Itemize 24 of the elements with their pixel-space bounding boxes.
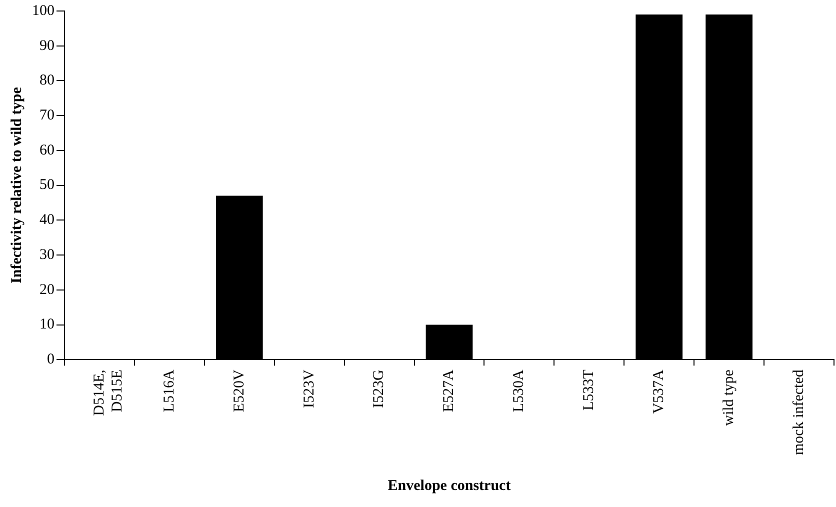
x-tick-label: I523V bbox=[301, 369, 318, 408]
x-tick-label: mock infected bbox=[790, 369, 807, 456]
y-tick-label: 80 bbox=[40, 72, 54, 89]
x-tick-label: wild type bbox=[721, 369, 738, 426]
x-tick-label: L516A bbox=[161, 369, 178, 412]
x-tick-label: V537A bbox=[651, 369, 668, 414]
y-tick-label: 70 bbox=[40, 108, 54, 124]
y-tick-label: 20 bbox=[40, 282, 54, 298]
y-tick-label: 50 bbox=[40, 177, 54, 194]
x-axis-title: Envelope construct bbox=[388, 478, 511, 494]
x-tick-label: E520V bbox=[231, 369, 248, 412]
y-tick-label: 90 bbox=[40, 38, 54, 54]
y-tick-label: 10 bbox=[40, 316, 54, 333]
x-tick-label: L530A bbox=[511, 369, 528, 412]
y-axis-title: Infectivity relative to wild type bbox=[8, 86, 25, 284]
y-tick-label: 30 bbox=[40, 246, 54, 263]
y-tick-label: 100 bbox=[32, 2, 54, 19]
y-tick-label: 60 bbox=[40, 142, 54, 158]
y-tick-label: 40 bbox=[40, 212, 54, 228]
x-tick-label: I523G bbox=[371, 369, 388, 408]
x-tick-label: E527A bbox=[441, 369, 458, 412]
x-tick-label: L533T bbox=[581, 370, 598, 410]
y-tick-label: 0 bbox=[47, 352, 54, 368]
x-tick-label: D514E, D515E bbox=[91, 370, 126, 416]
